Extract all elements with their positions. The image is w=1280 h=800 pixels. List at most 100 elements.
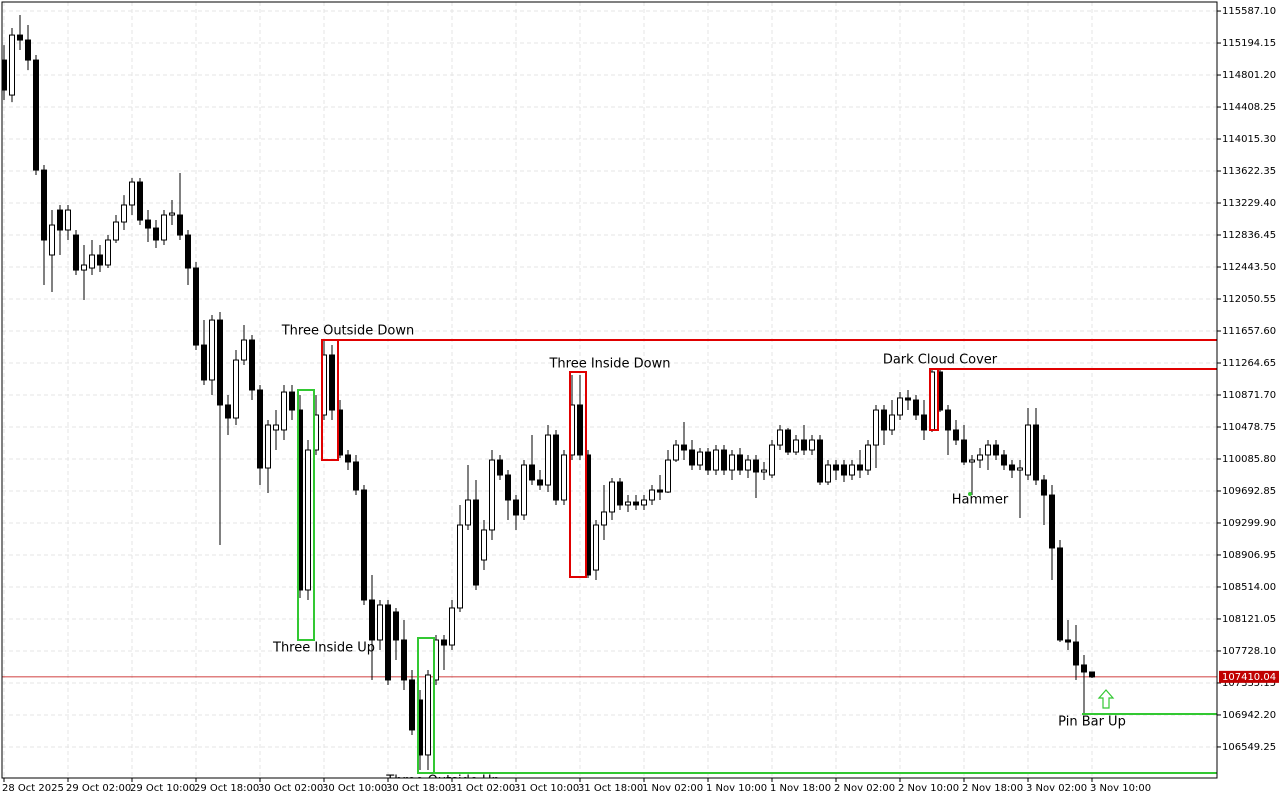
candle-body <box>153 227 159 241</box>
y-tick-label: 108514.00 <box>1222 582 1276 593</box>
candle-body <box>609 481 615 513</box>
candle-body <box>649 489 655 501</box>
pattern-label: Dark Cloud Cover <box>883 353 998 368</box>
candle-body <box>777 429 783 446</box>
candle-body <box>65 209 71 231</box>
pattern-label: Hammer <box>952 493 1009 508</box>
pattern-label: Pin Bar Up <box>1058 715 1126 730</box>
candle-body <box>185 234 191 269</box>
candle-body <box>561 454 567 501</box>
candle-body <box>521 464 527 516</box>
candle-body <box>1081 664 1087 673</box>
candle-body <box>193 267 199 346</box>
y-tick-label: 112836.45 <box>1222 230 1276 241</box>
candle-body <box>209 319 215 381</box>
candle-body <box>1041 479 1047 496</box>
candle-body <box>377 604 383 641</box>
candle-body <box>81 264 87 271</box>
candle-body <box>1057 547 1063 641</box>
candle-body <box>425 674 431 756</box>
candle-body <box>729 454 735 471</box>
x-tick-label: 31 Oct 10:00 <box>514 783 579 794</box>
pattern-box <box>929 368 939 431</box>
y-tick-label: 107335.15 <box>1222 678 1276 689</box>
candle-body <box>281 391 287 431</box>
candle-body <box>785 429 791 453</box>
candle-body <box>985 444 991 456</box>
candle-body <box>529 464 535 481</box>
candle-body <box>249 339 255 391</box>
x-tick-label: 31 Oct 18:00 <box>578 783 643 794</box>
candle-body <box>713 449 719 471</box>
candle-body <box>289 391 295 411</box>
pattern-label: Three Inside Down <box>548 357 670 372</box>
candle-body <box>1001 454 1007 466</box>
x-tick-label: 30 Oct 10:00 <box>322 783 387 794</box>
candle-body <box>97 254 103 266</box>
candle-body <box>393 611 399 641</box>
candle-body <box>17 34 23 41</box>
candle-body <box>273 424 279 431</box>
y-tick-label: 114015.30 <box>1222 134 1276 145</box>
candle-body <box>993 444 999 456</box>
candle-body <box>689 449 695 466</box>
candle-body <box>369 599 375 641</box>
candle-body <box>697 451 703 466</box>
candle-body <box>129 181 135 206</box>
candle-body <box>841 464 847 476</box>
y-tick-label: 110085.80 <box>1222 454 1276 465</box>
x-tick-label: 30 Oct 18:00 <box>386 783 451 794</box>
candle-body <box>953 429 959 441</box>
candle-body <box>769 444 775 476</box>
current-price-label: 107410.04 <box>1222 672 1276 683</box>
candle-body <box>465 499 471 526</box>
candle-body <box>489 459 495 531</box>
candle-body <box>657 489 663 493</box>
y-tick-label: 113622.35 <box>1222 166 1276 177</box>
x-tick-label: 29 Oct 02:00 <box>66 783 131 794</box>
candle-body <box>857 464 863 471</box>
candle-body <box>873 409 879 446</box>
candle-body <box>225 404 231 419</box>
candle-body <box>145 219 151 229</box>
plot-area: Three Outside Down Three Inside Down Dark … <box>2 15 1217 778</box>
candle-body <box>825 464 831 483</box>
y-tick-label: 114801.20 <box>1222 70 1276 81</box>
candle-body <box>113 221 119 241</box>
candle-body <box>361 489 367 601</box>
y-tick-label: 107728.10 <box>1222 646 1276 657</box>
candle-body <box>473 499 479 586</box>
pattern-box <box>417 637 435 774</box>
candle-body <box>1073 641 1079 666</box>
candle-body <box>265 424 271 469</box>
y-tick-label: 112443.50 <box>1222 262 1276 273</box>
candle-body <box>1089 671 1095 678</box>
x-tick-label: 1 Nov 18:00 <box>770 783 831 794</box>
candle-body <box>833 464 839 471</box>
candle-body <box>2 59 7 91</box>
x-tick-label: 2 Nov 10:00 <box>898 783 959 794</box>
candle-body <box>73 234 79 271</box>
candle-body <box>57 209 63 231</box>
pattern-box <box>569 371 587 578</box>
candle-body <box>441 639 447 646</box>
candle-body <box>905 397 911 401</box>
candle-body <box>89 254 95 269</box>
x-tick-label: 31 Oct 02:00 <box>450 783 515 794</box>
current-price-tag <box>1219 670 1279 683</box>
candle-body <box>753 459 759 473</box>
y-tick-label: 115194.15 <box>1222 38 1276 49</box>
candle-body <box>457 524 463 609</box>
candle-body <box>161 214 167 241</box>
candle-body <box>593 524 599 571</box>
candle-body <box>681 444 687 451</box>
y-tick-label: 114408.25 <box>1222 102 1276 113</box>
candle-body <box>737 454 743 471</box>
x-tick-label: 29 Oct 10:00 <box>130 783 195 794</box>
y-tick-label: 111264.65 <box>1222 358 1276 369</box>
candle-body <box>945 409 951 431</box>
y-tick-label: 106549.25 <box>1222 742 1276 753</box>
x-tick-label: 3 Nov 02:00 <box>1026 783 1087 794</box>
